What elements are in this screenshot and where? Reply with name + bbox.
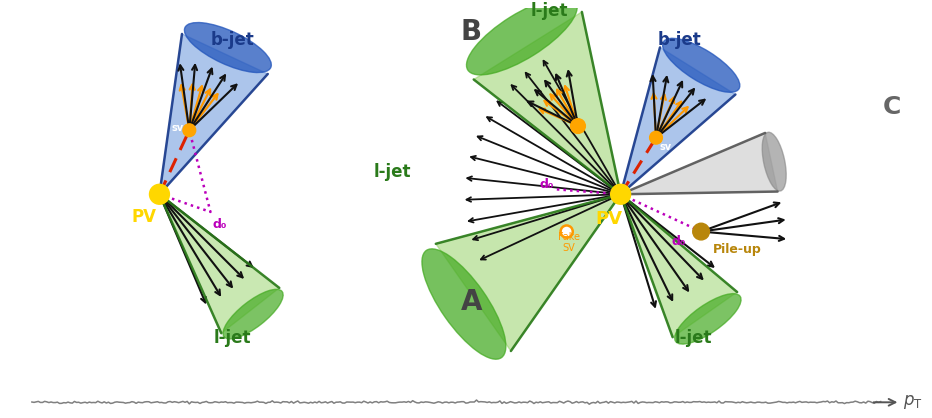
Ellipse shape bbox=[467, 0, 577, 75]
Text: sv: sv bbox=[171, 123, 184, 133]
Text: A: A bbox=[460, 288, 482, 316]
Polygon shape bbox=[621, 47, 735, 194]
Text: C: C bbox=[883, 95, 901, 119]
Ellipse shape bbox=[185, 23, 271, 73]
Ellipse shape bbox=[223, 289, 283, 339]
Ellipse shape bbox=[663, 38, 740, 92]
Polygon shape bbox=[159, 194, 280, 333]
Text: Pile-up: Pile-up bbox=[713, 243, 761, 256]
Polygon shape bbox=[159, 34, 267, 194]
Text: PV: PV bbox=[596, 210, 623, 228]
Circle shape bbox=[183, 124, 196, 137]
Text: d₀: d₀ bbox=[212, 218, 226, 231]
Polygon shape bbox=[436, 194, 621, 351]
Circle shape bbox=[610, 184, 630, 204]
Ellipse shape bbox=[675, 293, 741, 344]
Text: b-jet: b-jet bbox=[658, 31, 702, 49]
Text: Fake
SV: Fake SV bbox=[557, 232, 580, 253]
Circle shape bbox=[150, 184, 170, 204]
Text: b-jet: b-jet bbox=[211, 31, 254, 49]
Ellipse shape bbox=[762, 132, 787, 191]
Circle shape bbox=[650, 131, 663, 144]
Text: l-jet: l-jet bbox=[213, 329, 251, 347]
Polygon shape bbox=[473, 12, 621, 194]
Text: B: B bbox=[460, 18, 482, 46]
Text: l-jet: l-jet bbox=[374, 163, 411, 181]
Ellipse shape bbox=[422, 249, 506, 359]
Circle shape bbox=[692, 223, 709, 240]
Polygon shape bbox=[621, 194, 737, 337]
Polygon shape bbox=[621, 133, 777, 194]
Text: l-jet: l-jet bbox=[675, 329, 712, 347]
Text: sv: sv bbox=[660, 143, 672, 153]
Text: d₀: d₀ bbox=[540, 178, 554, 191]
Text: $p_{\rm T}$: $p_{\rm T}$ bbox=[903, 393, 923, 411]
Text: d₀: d₀ bbox=[672, 235, 686, 248]
Circle shape bbox=[560, 225, 573, 238]
Circle shape bbox=[570, 119, 585, 133]
Text: PV: PV bbox=[132, 208, 157, 226]
Text: l-jet: l-jet bbox=[530, 2, 568, 20]
